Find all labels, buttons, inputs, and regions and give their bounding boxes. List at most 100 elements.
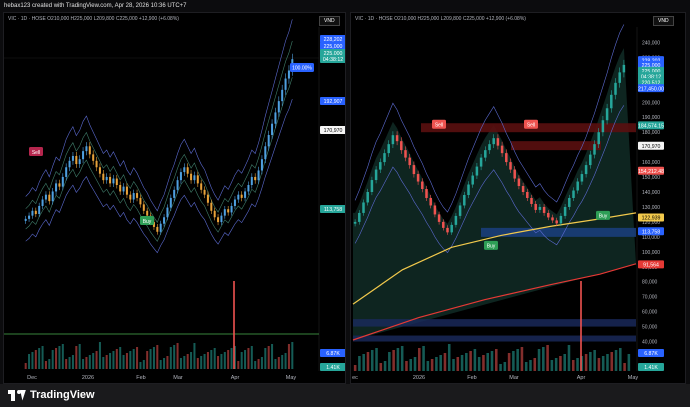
left-candle [112,178,115,184]
left-price-label-5-bg [320,126,345,134]
right-volume-label-1-bg [638,363,664,371]
left-x-label-5: May [286,375,297,381]
tradingview-logo[interactable]: TradingView [8,389,95,401]
left-volume-bar [85,357,88,369]
right-x-label-5: May [628,375,639,381]
right-candle [555,220,558,224]
left-volume-bar [254,361,257,369]
right-volume-bar [447,344,451,371]
left-price-label-3: 04:38:12 [323,57,343,63]
right-volume-bar [486,353,490,371]
left-volume-bar [284,353,287,369]
left-candle [260,159,263,171]
left-chart-svg[interactable]: SellBuy228,202225,000225,00004:38:12192,… [4,13,346,384]
right-candle [425,189,428,198]
right-price-label-6: 184,574.15 [638,124,664,130]
right-candle [610,94,613,109]
right-candle [572,190,575,198]
left-volume-bar [287,344,290,369]
right-chart-svg[interactable]: SellSellBuyBuy240,000230,000220,000210,0… [351,13,686,384]
left-volume-bar [166,356,169,369]
right-volume-bar [559,356,562,371]
left-candle [136,193,139,198]
right-volume-bar [353,365,357,371]
right-volume-bar [619,348,622,371]
left-candle [71,155,74,161]
left-candle [31,210,34,216]
left-volume-bar [196,358,199,369]
right-candle [601,120,605,133]
right-candle [526,192,529,198]
right-volume-bar [358,356,361,371]
right-y-tick-17: 70,000 [642,295,658,301]
right-candle [622,64,626,73]
left-candle [176,180,179,190]
left-candle [109,176,112,184]
right-price-label-11: 91,564 [643,263,659,269]
right-chart-panel[interactable]: SellSellBuyBuy240,000230,000220,000210,0… [350,12,686,384]
right-candle [505,153,508,163]
right-price-label-9-bg [638,213,664,222]
left-inner-band-lower [25,77,293,242]
left-candle [203,189,206,195]
left-volume-bar [206,352,209,369]
left-volume-bar [149,349,152,369]
right-candle [479,157,483,167]
left-candle [284,78,287,90]
right-candle [400,141,403,151]
right-volume-bar [430,359,434,371]
right-volume-bar [623,363,626,371]
right-candle [521,186,525,192]
right-volume-bar [362,354,365,371]
right-volume-bar [499,364,502,371]
right-currency-button[interactable]: VND [653,16,674,26]
left-candle [196,175,199,184]
left-price-label-1-bg [320,42,345,50]
left-candle [142,204,145,211]
left-price-label-6: 113,758 [324,207,342,213]
left-candle [139,197,142,205]
right-x-label-0: ec [352,375,358,381]
left-volume-label-1-bg [320,363,345,371]
right-x-label-3: Mar [509,375,519,381]
right-volume-bar [388,352,391,371]
left-candle [75,155,78,165]
left-candle [55,183,58,192]
right-candle [496,138,500,146]
left-chart-panel[interactable]: Sell Buy 228,202 225,000 225,000 04:38:12 192,… [3,12,346,384]
right-outer-band-lower [354,105,625,254]
left-candle [287,70,290,79]
left-x-label-0: Dec [27,375,37,381]
right-candle [513,169,516,179]
chart-header: hebax123 created with TradingView.com, A… [4,3,187,9]
right-price-label-6-bg [638,121,664,130]
left-currency-button[interactable]: VND [319,16,340,26]
left-volume-bar [102,357,105,369]
right-volume-bar [524,362,528,371]
left-volume-label-0: 6.87K [326,351,340,357]
right-candle [605,108,609,121]
left-volume-bar [95,351,98,369]
left-candle [58,183,61,187]
left-volume-bar [176,343,179,369]
left-volume-bar [271,344,274,369]
right-volume-bar [452,359,455,371]
left-sell-signal-bg [29,147,43,156]
right-volume-bar [456,357,460,371]
left-candle [28,215,31,219]
left-candle [277,101,280,113]
left-candle [247,185,250,192]
left-volume-bar [274,359,277,369]
right-volume-bar [516,349,519,371]
left-candle [152,222,155,227]
left-volume-bar [169,347,172,369]
left-volume-bar [122,355,125,369]
right-y-tick-4: 200,000 [642,100,660,106]
left-candle [34,210,37,215]
right-candle [429,197,432,206]
right-volume-bar [520,347,524,371]
left-volume-bar [217,356,220,369]
left-candle [193,175,196,181]
right-volume-bar [614,350,618,371]
left-volume-bar [146,351,149,369]
